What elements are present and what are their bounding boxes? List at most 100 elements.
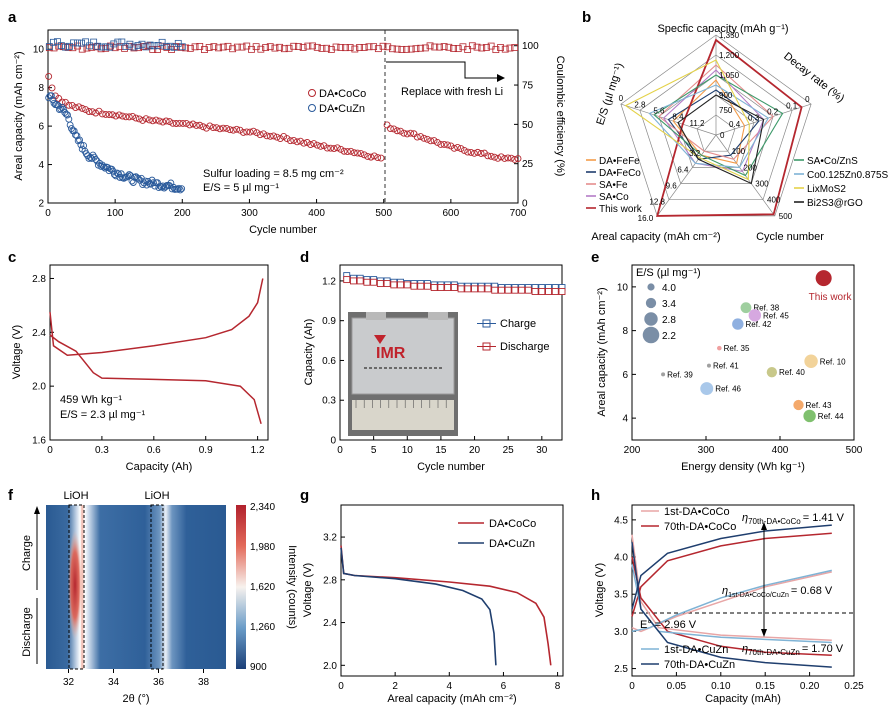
radar-series-0 (672, 79, 746, 164)
capacity-marker-coco (303, 139, 311, 146)
panel-g-xtick-label: 4 (447, 681, 453, 692)
ce-marker-cuzn (74, 39, 81, 47)
capacity-marker-coco (88, 108, 96, 116)
panel-h-curve-1 (631, 534, 832, 642)
capacity-marker-cuzn (124, 172, 132, 180)
panel-d-marker (450, 284, 458, 291)
capacity-marker-coco (266, 132, 274, 140)
ce-marker-coco (346, 44, 354, 51)
radar-tick-label: 750 (719, 106, 733, 115)
capacity-marker-coco (337, 145, 345, 153)
capacity-marker-coco (417, 133, 425, 141)
panel-d-marker (410, 282, 418, 290)
panel-c-ytick-label: 1.6 (32, 436, 46, 447)
ce-marker-cuzn (130, 43, 138, 51)
ce-marker-coco (252, 43, 260, 51)
panel-g: 0 2 4 6 8 2.0 2.4 2.8 3.2 DA•CoCo DA•CuZn Areal … (302, 504, 564, 705)
panel-d-ytick-label: 0 (330, 436, 336, 447)
capacity-marker-cuzn (129, 179, 137, 186)
ce-marker-coco (318, 45, 326, 52)
panel-e-point (717, 345, 722, 351)
capacity-marker-coco (444, 141, 451, 149)
ce-marker-cuzn (45, 43, 53, 50)
ce-marker-coco (304, 42, 312, 50)
capacity-marker-cuzn (62, 110, 70, 118)
panel-e-point (706, 363, 711, 368)
radar-tick-label: 200 (744, 163, 758, 172)
panel-e-point (661, 372, 666, 377)
capacity-marker-coco (78, 104, 86, 112)
panel-h-xtick-label: 0.15 (755, 681, 775, 692)
eta-coco-value: = 1.41 V (803, 512, 845, 524)
capacity-marker-coco (454, 143, 462, 151)
panel-h-curves (631, 524, 832, 668)
radar-tick-label: 0.3 (748, 114, 760, 123)
capacity-marker-coco (196, 121, 204, 129)
panel-c-xlabel: Capacity (Ah) (126, 461, 193, 473)
radar-tick-label: 500 (779, 212, 793, 221)
ce-marker-coco (290, 42, 298, 50)
panel-h-xlabel: Capacity (mAh) (705, 693, 781, 705)
ce-marker-cuzn (110, 40, 118, 48)
panel-d-marker (390, 281, 398, 289)
panel-c-xtick-label: 0 (47, 445, 53, 456)
panel-label-a: a (8, 9, 17, 26)
colorbar-tick-label: 2,340 (250, 502, 275, 513)
panel-g-ytick-label: 2.8 (323, 575, 337, 586)
radar-series (624, 38, 803, 217)
capacity-marker-coco (253, 129, 261, 137)
capacity-marker-cuzn (116, 173, 124, 181)
ce-marker-coco (445, 43, 453, 51)
panel-e-ytick-label: 10 (617, 282, 629, 293)
ce-marker-coco (271, 44, 279, 52)
panel-d-marker (343, 276, 351, 284)
capacity-marker-coco (209, 124, 217, 132)
panel-d-xtick-label: 30 (536, 445, 548, 456)
ce-marker-coco (492, 46, 500, 54)
capacity-marker-coco (437, 140, 445, 148)
capacity-marker-coco (313, 141, 321, 149)
panel-c: 0 0.3 0.6 0.9 1.2 1.6 2.0 2.4 2.8 459 Wh kg⁻¹ E/… (11, 264, 269, 473)
radar-tick-label: 0.1 (786, 101, 798, 110)
radar-series-7 (624, 59, 750, 181)
panel-e-legend-label: 2.8 (662, 315, 676, 326)
capacity-marker-coco (213, 124, 220, 132)
capacity-marker-coco (199, 123, 207, 131)
capacity-marker-coco (464, 148, 472, 156)
legend-g-cuzn: DA•CuZn (489, 538, 535, 550)
ce-marker-cuzn (58, 42, 65, 50)
pouch-cell-body (351, 317, 455, 395)
panel-c-charge-curve (49, 278, 264, 356)
panel-h-curve-2 (631, 532, 832, 617)
radar-legend-label: DA•FeCo (599, 168, 641, 179)
panel-c-xtick-label: 0.3 (95, 445, 109, 456)
ce-marker-cuzn (49, 38, 57, 46)
panel-e-xtick-label: 300 (698, 445, 715, 456)
panel-a-ytick-label: 2 (38, 199, 44, 210)
capacity-marker-coco (270, 132, 278, 140)
eta-coco-subscript: 70th-DA•CoCo (748, 517, 801, 526)
capacity-marker-coco (374, 154, 382, 161)
panel-g-frame (340, 504, 564, 677)
capacity-marker-coco (115, 111, 123, 119)
panel-d-marker (457, 285, 465, 293)
ce-marker-coco (201, 46, 208, 54)
panel-c-ylabel: Voltage (V) (11, 325, 23, 379)
panel-h-xtick-label: 0.20 (800, 681, 820, 692)
panel-d-frame (339, 264, 563, 441)
radar-series-3 (662, 69, 765, 173)
ce-marker-coco (483, 44, 490, 51)
capacity-marker-coco (344, 148, 351, 156)
ce-marker-cuzn (102, 43, 110, 51)
ce-marker-cuzn (178, 43, 186, 51)
capacity-marker-coco (367, 153, 375, 161)
ce-marker-coco (280, 45, 288, 53)
capacity-marker-cuzn (57, 105, 65, 113)
eta-cuzn-annotation: η70th-DA•CuZn = 1.70 V (742, 643, 844, 657)
capacity-marker-coco (403, 130, 411, 138)
radar-web (620, 34, 812, 217)
ce-marker-coco (379, 42, 387, 50)
capacity-marker-coco (350, 149, 358, 157)
capacity-marker-coco (460, 146, 468, 154)
panel-a-ytick-label: 4 (38, 160, 44, 171)
